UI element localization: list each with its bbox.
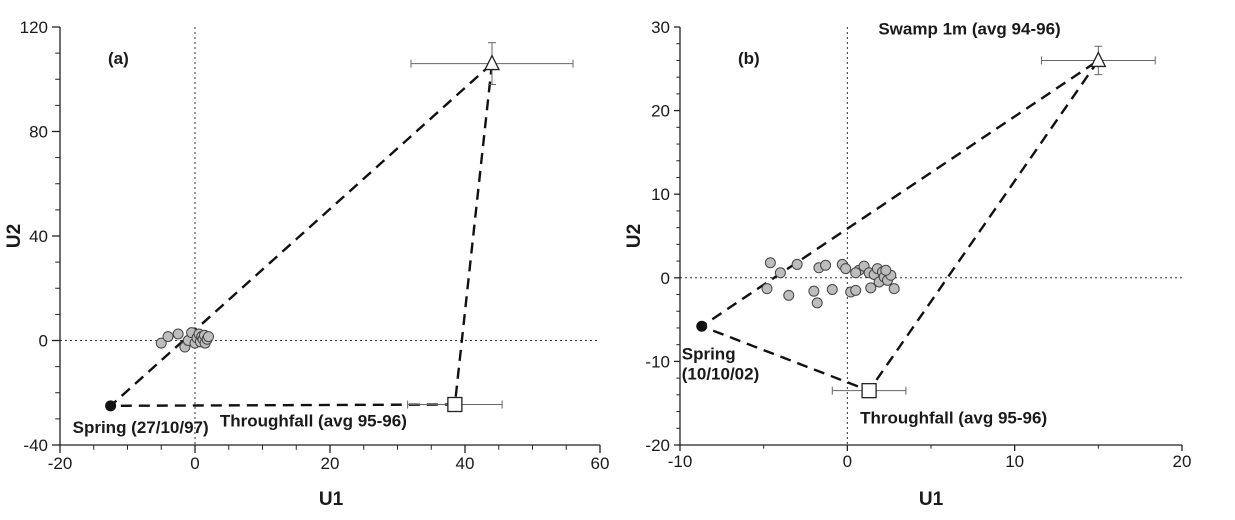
y-tick-label: 120: [20, 18, 48, 37]
x-tick-label: 40: [456, 454, 475, 473]
x-tick-label: 0: [190, 454, 199, 473]
swamp-triangle-marker: [483, 54, 501, 71]
y-tick-label: -40: [23, 436, 48, 455]
sample-point: [850, 267, 862, 279]
x-axis-title: U1: [319, 489, 344, 510]
endmember-label-line: Throughfall (avg 95-96): [860, 409, 1047, 428]
sample-point: [820, 259, 832, 271]
swamp-triangle-marker: [1090, 50, 1107, 68]
sample-point: [865, 282, 877, 294]
sample-point: [764, 257, 776, 269]
x-tick-label: 20: [1173, 452, 1192, 471]
x-axis-title: U1: [919, 489, 944, 510]
sample-point: [783, 289, 795, 301]
endmember-label-line: Swamp 1m (avg 94-96): [878, 19, 1060, 38]
sample-point: [880, 264, 892, 276]
endmember-label: Throughfall (avg 95-96): [860, 409, 1047, 428]
x-tick-label: -20: [48, 454, 73, 473]
panel-label: (b): [738, 49, 760, 68]
y-tick-label: 20: [651, 102, 670, 121]
sample-point: [791, 258, 803, 270]
x-tick-label: -10: [668, 452, 693, 471]
mixing-triangle: [699, 59, 1100, 393]
y-axis-title: U2: [4, 224, 25, 248]
panel-label: (a): [108, 49, 129, 68]
sample-point: [761, 283, 773, 295]
throughfall-square-marker: [447, 396, 463, 413]
sample-point: [888, 283, 900, 295]
mixing-triangle: [107, 60, 494, 408]
y-tick-label: 0: [661, 269, 670, 288]
x-tick-label: 0: [843, 452, 852, 471]
sample-point: [850, 284, 862, 296]
sample-point: [162, 331, 174, 343]
endmember-label-line: Spring: [682, 344, 736, 363]
endmember-label-line: Throughfall (avg 95-96): [220, 412, 407, 431]
endmember-label: Swamp 1m (avg 94-96): [878, 19, 1060, 38]
sample-point: [774, 267, 786, 279]
y-tick-label: 30: [651, 18, 670, 37]
sample-point: [840, 263, 852, 275]
endmember-label-line: Spring (27/10/97): [73, 418, 209, 437]
y-tick-label: 10: [651, 185, 670, 204]
y-axis-title: U2: [624, 224, 645, 248]
spring-dot-marker: [696, 320, 708, 332]
sample-point: [203, 331, 214, 343]
endmember-label: Throughfall (avg 95-96): [220, 412, 407, 431]
sample-point: [811, 297, 823, 309]
throughfall-square-marker: [861, 383, 877, 399]
x-tick-label: 60: [591, 454, 610, 473]
endmember-label-line: (10/10/02): [682, 364, 760, 383]
y-tick-label: 80: [29, 123, 48, 142]
x-tick-label: 10: [1005, 452, 1024, 471]
y-tick-label: -20: [645, 436, 670, 455]
x-tick-label: 20: [321, 454, 340, 473]
endmember-label: Spring (10/10/02): [682, 344, 760, 383]
y-tick-label: 40: [29, 227, 48, 246]
sample-point: [155, 337, 167, 349]
spring-dot-marker: [105, 400, 117, 412]
sample-point: [826, 284, 838, 296]
endmember-label: Spring (27/10/97): [73, 418, 209, 437]
y-tick-label: -10: [645, 352, 670, 371]
sample-point: [808, 285, 820, 297]
y-tick-label: 0: [39, 332, 48, 351]
sample-point: [172, 328, 184, 340]
